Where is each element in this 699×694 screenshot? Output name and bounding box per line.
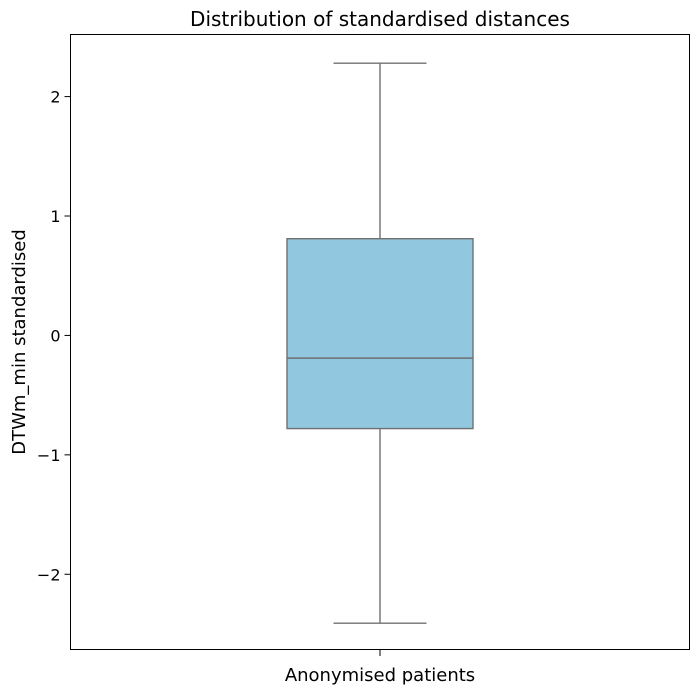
interquartile-box <box>286 238 474 430</box>
y-tick-label: 2 <box>50 88 60 107</box>
plot-frame <box>70 34 690 650</box>
chart-title: Distribution of standardised distances <box>190 7 570 31</box>
y-tick-label: 1 <box>50 207 60 226</box>
x-axis-label: Anonymised patients <box>285 665 475 686</box>
y-axis-label: DTWm_min standardised <box>9 229 30 455</box>
y-axis-ticks: 2 1 0 −1 −2 <box>37 88 71 584</box>
box-plot-marks <box>286 62 474 624</box>
y-tick-label: 0 <box>50 326 60 345</box>
y-tick-label: −1 <box>37 446 61 465</box>
y-tick-label: −2 <box>37 565 61 584</box>
